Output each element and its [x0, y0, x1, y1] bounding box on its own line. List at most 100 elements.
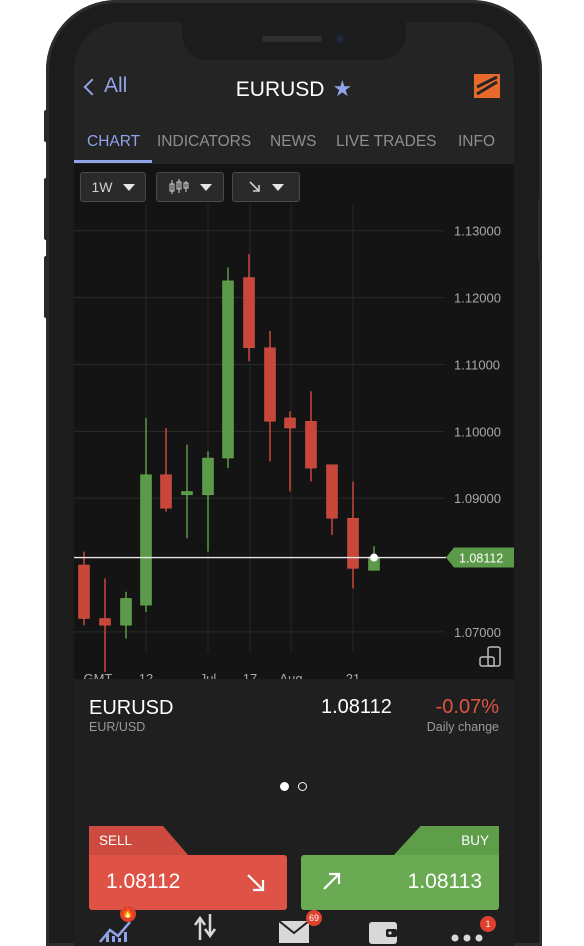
candle[interactable]: [160, 427, 172, 512]
buy-price: 1.08113: [407, 870, 482, 893]
drawing-tool-select[interactable]: [232, 172, 300, 202]
candle-body: [305, 421, 317, 469]
tab-chart[interactable]: CHART: [87, 133, 141, 150]
app-screen: All EURUSD ★ CHART INDICATORS NEWS LIVE T…: [74, 22, 514, 946]
more-dots-icon: [451, 934, 483, 942]
nav-markets[interactable]: 🔥: [98, 906, 138, 946]
x-tick-label: 12: [139, 671, 153, 679]
candle[interactable]: [368, 546, 380, 571]
nav-wallet[interactable]: [368, 914, 400, 944]
wallet-icon: [369, 922, 397, 944]
x-tick-label: 21: [346, 671, 360, 679]
daily-change-value: -0.07%: [435, 696, 499, 718]
front-camera: [334, 33, 346, 45]
fire-badge-icon: 🔥: [120, 906, 136, 922]
sell-label: SELL: [99, 833, 133, 848]
y-tick-label: 1.09000: [454, 491, 501, 506]
candlestick-chart[interactable]: 1.13000 1.12000 1.11000 1.10000 1.09000 1.070…: [74, 164, 514, 679]
candle[interactable]: [99, 578, 111, 672]
quote-symbol: EURUSD: [89, 697, 174, 719]
caret-down-icon: [200, 183, 212, 191]
phone-power-button: [538, 198, 542, 260]
sell-price: 1.08112: [106, 870, 181, 893]
candle[interactable]: [202, 451, 214, 552]
messages-badge: 69: [306, 910, 322, 926]
candle-body: [326, 464, 338, 519]
y-tick-label: 1.12000: [454, 291, 501, 306]
candle[interactable]: [222, 267, 234, 469]
chart-area[interactable]: 1W 1.13000 1.12000 1.11000 1.10: [74, 164, 514, 679]
candle-body: [120, 598, 132, 626]
arrow-down-right-icon: [249, 181, 260, 192]
buy-label: BUY: [461, 833, 489, 848]
nav-messages[interactable]: 69: [278, 910, 322, 946]
current-price-tag-label: 1.08112: [459, 552, 503, 566]
page-dot-active[interactable]: [280, 782, 289, 791]
page-title: EURUSD ★: [74, 76, 514, 102]
phone-notch: [182, 22, 406, 60]
candle-body: [222, 280, 234, 459]
candle[interactable]: [120, 591, 132, 639]
active-tab-indicator: [74, 160, 152, 163]
rotate-device-icon[interactable]: [478, 646, 504, 668]
candle[interactable]: [347, 481, 359, 589]
sell-tab: SELL: [89, 826, 189, 856]
phone-side-button: [44, 110, 48, 142]
quote-price: 1.08112: [321, 696, 392, 718]
candle[interactable]: [305, 391, 317, 482]
candle[interactable]: [264, 331, 276, 462]
candle[interactable]: [140, 417, 152, 612]
timeframe-value: 1W: [91, 179, 113, 195]
y-tick-label: 1.10000: [454, 424, 501, 439]
candle-body: [99, 618, 111, 626]
bottom-nav: 🔥 69: [74, 906, 514, 946]
candle[interactable]: [284, 411, 296, 492]
tab-live-trades[interactable]: LIVE TRADES: [336, 133, 437, 150]
y-tick-label: 1.13000: [454, 224, 501, 239]
x-tick-label: 17: [243, 671, 257, 679]
mail-icon: [278, 920, 310, 943]
candle-body: [181, 491, 193, 496]
tab-news[interactable]: NEWS: [270, 133, 317, 150]
candle-body: [264, 347, 276, 422]
timeframe-select[interactable]: 1W: [80, 172, 146, 202]
more-badge: 1: [480, 916, 496, 932]
candle-body: [347, 517, 359, 569]
back-label: All: [104, 74, 128, 97]
nav-more[interactable]: 1: [450, 916, 496, 946]
quote-pair: EUR/USD: [89, 720, 146, 734]
phone-volume-up-button: [44, 178, 48, 240]
arrow-up-right-icon: [323, 872, 341, 890]
tab-info[interactable]: INFO: [458, 133, 496, 150]
trending-markets-icon: [99, 921, 131, 943]
candle-body: [78, 564, 90, 619]
candle[interactable]: [78, 551, 90, 626]
candle-body: [368, 556, 380, 571]
nav-trades[interactable]: [192, 912, 222, 944]
brand-logo-icon[interactable]: [474, 74, 500, 98]
y-tick-label: 1.11000: [454, 357, 500, 372]
caret-down-icon: [122, 183, 135, 191]
x-tick-label: Jul: [200, 671, 217, 679]
candle[interactable]: [326, 464, 338, 535]
y-tick-label: 1.07000: [454, 625, 501, 640]
candle[interactable]: [243, 254, 255, 362]
current-price-marker: [370, 553, 378, 562]
page-dot-inactive[interactable]: [298, 782, 307, 791]
x-tick-label: GMT: [84, 671, 113, 679]
tab-indicators[interactable]: INDICATORS: [157, 133, 252, 150]
buy-tab: BUY: [393, 826, 499, 856]
phone-volume-down-button: [44, 256, 48, 318]
instrument-title: EURUSD: [235, 78, 325, 101]
speaker-grille: [262, 36, 322, 42]
sell-button[interactable]: 1.08112: [89, 855, 287, 910]
back-button[interactable]: All: [83, 74, 128, 98]
chart-type-select[interactable]: [156, 172, 224, 202]
star-icon[interactable]: ★: [332, 76, 353, 101]
candle-body: [243, 277, 255, 348]
current-price-tag: [446, 547, 514, 568]
buy-button[interactable]: 1.08113: [301, 855, 499, 910]
candle[interactable]: [181, 444, 193, 539]
daily-change-label: Daily change: [426, 720, 499, 734]
tab-bar: CHART INDICATORS NEWS LIVE TRADES INFO: [74, 128, 514, 164]
